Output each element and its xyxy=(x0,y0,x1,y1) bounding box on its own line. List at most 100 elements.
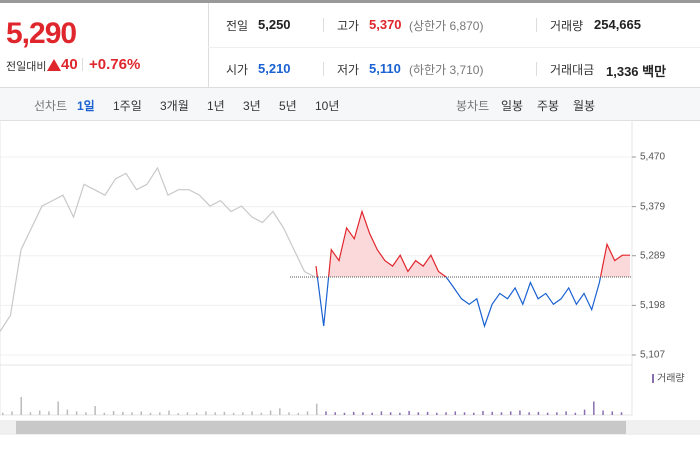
stat-label: 전일 xyxy=(226,19,249,33)
volume-bar xyxy=(454,411,457,415)
volume-bar xyxy=(408,410,410,415)
divider xyxy=(536,18,537,32)
volume-bar xyxy=(399,412,401,415)
volume-bar xyxy=(352,411,355,415)
price-line xyxy=(315,209,630,277)
volume-bar xyxy=(362,412,364,415)
tab-label: 선차트 xyxy=(34,99,68,113)
stat-value: 5,250 xyxy=(258,17,291,32)
volume-bar xyxy=(500,412,503,415)
volume-bar xyxy=(611,411,614,415)
change: 40 xyxy=(61,56,78,73)
volume-bar xyxy=(389,412,392,415)
stat-label: 저가 xyxy=(337,63,360,77)
price: 5,290 xyxy=(6,17,77,50)
scroll-thumb[interactable] xyxy=(16,421,626,434)
volume-bar xyxy=(371,412,373,415)
volume-bar xyxy=(223,411,226,415)
stat-value: 5,110 xyxy=(369,61,401,76)
stat-label: 거래량 xyxy=(550,19,584,33)
volume-bar xyxy=(232,412,235,415)
y-tick-label: 5,107 xyxy=(640,350,665,361)
stat-note: (상한가 6,870) xyxy=(409,19,484,33)
tab[interactable]: 3개월 xyxy=(160,99,189,113)
volume-bar xyxy=(316,403,318,415)
volume-bar xyxy=(214,412,216,415)
volume-bar xyxy=(140,411,143,415)
volume-bar xyxy=(251,411,253,415)
tab[interactable]: 주봉 xyxy=(537,99,560,113)
volume-bar xyxy=(325,411,327,415)
volume-bar xyxy=(519,410,521,415)
volume-bar xyxy=(593,401,595,415)
tab[interactable]: 3년 xyxy=(243,99,261,113)
legend-label: 거래량 xyxy=(657,373,685,385)
volume-bar xyxy=(11,411,13,415)
chart: 5,107 5,198 5,289 5,379 5,470 거래량 xyxy=(0,120,685,416)
stat-value: 5,370 xyxy=(369,17,402,32)
volume-bar xyxy=(537,411,540,415)
price-line xyxy=(0,166,316,332)
volume-bar xyxy=(131,412,133,415)
volume-bar xyxy=(149,412,152,415)
tab[interactable]: 1주일 xyxy=(113,99,142,113)
tab[interactable]: 10년 xyxy=(315,99,340,113)
tab[interactable]: 월봉 xyxy=(573,99,596,113)
stat-value: 5,210 xyxy=(258,61,291,76)
volume-bar xyxy=(602,410,604,415)
volume-bar xyxy=(75,411,78,415)
tab-label: 봉차트 xyxy=(456,99,490,113)
tab[interactable]: 1일 xyxy=(77,99,95,113)
volume-bar xyxy=(343,412,346,415)
price-line xyxy=(316,277,602,329)
volume-bar xyxy=(334,412,336,415)
volume-bar xyxy=(297,412,300,415)
volume-bar xyxy=(528,412,530,415)
volume-bar xyxy=(2,412,4,415)
stat-value: 1,336 백만 xyxy=(606,64,667,79)
volume-bar xyxy=(436,412,438,415)
volume-bar xyxy=(195,412,198,415)
volume-bar xyxy=(426,411,429,415)
volume-bar xyxy=(546,412,549,415)
volume-bar xyxy=(463,412,466,415)
y-tick-label: 5,289 xyxy=(640,250,665,261)
change-label: 전일대비 xyxy=(6,61,47,73)
volume-bar xyxy=(48,411,50,415)
tab[interactable]: 일봉 xyxy=(501,99,524,113)
volume-bar xyxy=(482,410,484,415)
volume-bar xyxy=(269,410,272,415)
volume-bar xyxy=(279,408,281,415)
rise-area xyxy=(316,211,630,277)
divider xyxy=(323,18,324,32)
volume-bar xyxy=(242,412,244,415)
change-rate: +0.76% xyxy=(89,56,141,73)
volume-bar xyxy=(159,412,161,415)
volume-bar xyxy=(103,412,106,415)
divider xyxy=(536,62,537,76)
volume-bar xyxy=(85,412,87,415)
stat-label: 고가 xyxy=(337,19,360,33)
volume-bar xyxy=(177,413,179,415)
y-tick-label: 5,198 xyxy=(640,300,665,311)
divider xyxy=(208,3,209,88)
volume-bar xyxy=(38,410,41,415)
volume-bar xyxy=(57,401,59,415)
volume-bar xyxy=(288,412,290,415)
divider xyxy=(208,47,700,48)
volume-bar xyxy=(66,409,69,415)
volume-bar xyxy=(491,411,493,415)
volume-bar xyxy=(380,411,383,415)
volume-bar xyxy=(20,397,22,415)
volume-bar xyxy=(565,411,567,415)
y-tick-label: 5,470 xyxy=(640,152,665,163)
tab[interactable]: 5년 xyxy=(279,99,297,113)
divider xyxy=(82,58,83,71)
volume-bar xyxy=(186,412,189,415)
tab[interactable]: 1년 xyxy=(207,99,225,113)
header: 5,290 전일대비 40 +0.76% 전일 5,250 고가 5,370 (상한가 … xyxy=(0,0,700,88)
legend-swatch xyxy=(652,374,654,383)
volume-bar xyxy=(556,412,558,415)
stat-label: 시가 xyxy=(226,63,249,77)
